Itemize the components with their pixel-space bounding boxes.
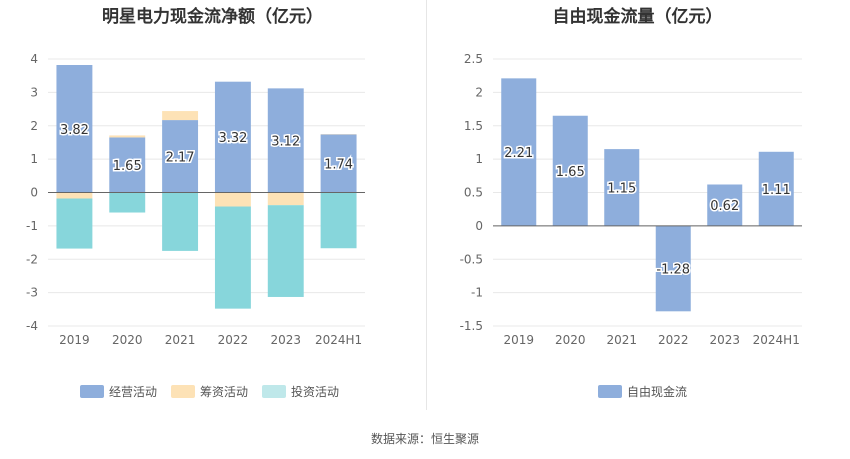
y-tick-label: 2 — [30, 119, 38, 133]
legend-label-financing: 筹资活动 — [200, 385, 249, 399]
data-label: 2.17 — [166, 150, 195, 165]
bar-0-2023 — [707, 184, 743, 226]
y-tick-label: 1.5 — [464, 119, 483, 133]
x-tick-label: 2024H1 — [753, 333, 800, 347]
legend-right: 自由现金流 — [598, 383, 687, 400]
chart-left: -4 -3 -2 -1 0 1 2 3 4 3.82 2019 1.65 2020 2.17 2021 3.3… — [26, 52, 365, 347]
source-note: 数据来源：恒生聚源 — [370, 432, 479, 446]
data-label: 1.65 — [113, 159, 142, 174]
x-tick-label: 2021 — [165, 333, 196, 347]
chart-title-left: 明星电力现金流净额（亿元） — [102, 7, 323, 27]
y-tick-label: 1 — [30, 152, 38, 166]
y-tick-label: -0.5 — [460, 252, 483, 266]
legend-swatch-operating — [80, 385, 104, 398]
legend-swatch-fcf — [598, 385, 622, 398]
legend-label-operating: 经营活动 — [109, 385, 158, 399]
data-label: 1.65 — [556, 165, 585, 180]
legend-item-operating[interactable]: 经营活动 — [80, 383, 157, 400]
data-label: -1.28 — [656, 263, 690, 278]
y-tick-label: -4 — [26, 319, 38, 333]
bar-0-2021 — [162, 120, 199, 193]
legend-swatch-investing — [262, 385, 287, 398]
bar-0-2024H1 — [758, 151, 794, 226]
legend-left: 经营活动 筹资活动 投资活动 — [80, 383, 339, 400]
bar-2-2023 — [267, 205, 304, 297]
bar-2-2019 — [56, 198, 93, 249]
x-tick-label: 2019 — [503, 333, 534, 347]
x-tick-label: 2022 — [218, 333, 249, 347]
x-tick-label: 2023 — [709, 333, 740, 347]
bar-0-2021 — [604, 149, 640, 226]
chart-right: -1.5 -1 -0.5 0 0.5 1 1.5 2 2.5 2.21 2019 1.65 2020 1.… — [460, 52, 802, 347]
bar-1-2020 — [109, 135, 146, 138]
bar-2-2024H1 — [320, 192, 357, 249]
bar-1-2021 — [162, 111, 199, 121]
y-tick-label: 2 — [475, 85, 483, 99]
data-label: 1.74 — [324, 157, 353, 172]
y-tick-label: -1 — [471, 286, 483, 300]
bar-1-2022 — [214, 192, 251, 207]
bar-1-2023 — [267, 192, 304, 206]
y-tick-label: 2.5 — [464, 52, 483, 66]
y-tick-label: -1.5 — [460, 319, 483, 333]
data-label: 1.15 — [607, 181, 636, 196]
legend-item-fcf[interactable]: 自由现金流 — [598, 383, 687, 400]
y-tick-label: -3 — [26, 286, 38, 300]
x-tick-label: 2021 — [606, 333, 637, 347]
y-tick-label: -2 — [26, 252, 38, 266]
bar-0-2020 — [552, 115, 588, 226]
bar-0-2024H1 — [320, 134, 357, 193]
x-tick-label: 2019 — [59, 333, 90, 347]
legend-label-fcf: 自由现金流 — [627, 385, 688, 399]
bar-0-2019 — [501, 78, 537, 226]
y-tick-label: 0.5 — [464, 186, 483, 200]
legend-item-investing[interactable]: 投资活动 — [262, 383, 339, 400]
y-tick-label: 0 — [475, 219, 483, 233]
data-label: 3.82 — [60, 123, 89, 138]
bar-0-2023 — [267, 88, 304, 193]
bar-0-2019 — [56, 65, 93, 193]
bar-0-2020 — [109, 137, 146, 193]
legend-label-investing: 投资活动 — [291, 385, 340, 399]
y-tick-label: 4 — [30, 52, 38, 66]
data-label: 3.32 — [218, 131, 247, 146]
data-label: 0.62 — [710, 199, 739, 214]
bar-2-2020 — [109, 192, 146, 213]
bar-0-2022 — [655, 225, 691, 312]
chart-title-right: 自由现金流量（亿元） — [552, 7, 723, 27]
bar-1-2019 — [56, 192, 93, 199]
data-label: 3.12 — [271, 134, 300, 149]
legend-item-financing[interactable]: 筹资活动 — [171, 383, 248, 400]
x-tick-label: 2020 — [112, 333, 143, 347]
legend-swatch-financing — [171, 385, 196, 398]
data-label: 2.21 — [504, 146, 533, 161]
y-tick-label: 0 — [30, 186, 38, 200]
x-tick-label: 2022 — [658, 333, 689, 347]
x-tick-label: 2024H1 — [315, 333, 362, 347]
y-tick-label: -1 — [26, 219, 38, 233]
x-tick-label: 2023 — [270, 333, 301, 347]
bar-0-2022 — [214, 81, 251, 193]
y-tick-label: 1 — [475, 152, 483, 166]
panel-divider — [426, 0, 427, 410]
bar-2-2022 — [214, 206, 251, 309]
y-tick-label: 3 — [30, 85, 38, 99]
data-label: 1.11 — [762, 183, 791, 198]
x-tick-label: 2020 — [555, 333, 586, 347]
bar-2-2021 — [162, 192, 199, 251]
